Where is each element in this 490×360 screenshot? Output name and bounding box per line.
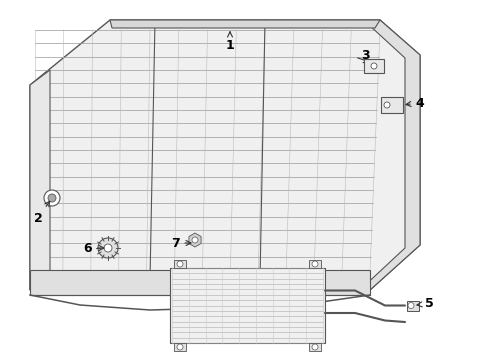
Circle shape	[192, 237, 198, 243]
Circle shape	[384, 102, 390, 108]
Circle shape	[408, 302, 414, 309]
Text: 7: 7	[171, 237, 191, 249]
Circle shape	[177, 261, 183, 267]
Polygon shape	[360, 20, 420, 290]
Circle shape	[98, 238, 118, 258]
Polygon shape	[30, 270, 370, 295]
Text: 1: 1	[225, 32, 234, 51]
Polygon shape	[110, 20, 380, 28]
Circle shape	[312, 261, 318, 267]
Circle shape	[312, 344, 318, 350]
Circle shape	[104, 244, 112, 252]
FancyBboxPatch shape	[364, 59, 384, 73]
FancyBboxPatch shape	[381, 97, 403, 113]
Circle shape	[48, 194, 56, 202]
Bar	[170, 268, 325, 343]
Circle shape	[177, 344, 183, 350]
Text: 2: 2	[34, 201, 49, 225]
Text: 6: 6	[84, 242, 104, 255]
Polygon shape	[30, 70, 50, 290]
Bar	[407, 301, 419, 310]
Text: 5: 5	[417, 297, 433, 310]
Bar	[309, 343, 321, 351]
Polygon shape	[189, 233, 201, 247]
Bar	[309, 260, 321, 268]
Polygon shape	[30, 20, 420, 290]
Text: 4: 4	[406, 96, 424, 109]
Bar	[174, 343, 186, 351]
Bar	[174, 260, 186, 268]
Circle shape	[44, 190, 60, 206]
Circle shape	[371, 63, 377, 69]
Text: 3: 3	[361, 49, 369, 62]
